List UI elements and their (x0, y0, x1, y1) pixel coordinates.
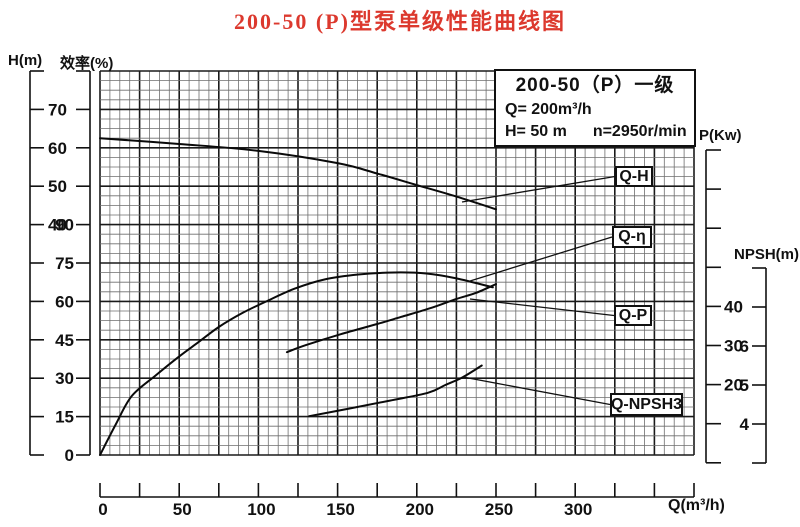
svg-text:90: 90 (55, 216, 74, 235)
page-title: 200-50 (P)型泵单级性能曲线图 (234, 9, 566, 34)
axis-title-power: P(Kw) (699, 127, 742, 144)
pump-rated-head-speed: H= 50 m n=2950r/min (496, 121, 694, 143)
svg-text:40: 40 (48, 216, 67, 235)
svg-text:70: 70 (48, 100, 67, 119)
svg-text:150: 150 (326, 500, 354, 519)
svg-text:200: 200 (406, 500, 434, 519)
svg-text:15: 15 (55, 408, 74, 427)
svg-text:45: 45 (55, 331, 74, 350)
svg-text:0: 0 (65, 446, 74, 465)
svg-text:60: 60 (48, 139, 67, 158)
pump-rated-speed: n=2950r/min (592, 123, 687, 140)
svg-text:250: 250 (485, 500, 513, 519)
svg-text:0: 0 (98, 500, 107, 519)
curve-label-qnpsh3: Q-NPSH3 (610, 393, 683, 416)
svg-text:60: 60 (55, 292, 74, 311)
curve-label-qeta: Q-η (612, 226, 652, 248)
svg-text:50: 50 (173, 500, 192, 519)
axis-title-head: H(m) (8, 52, 43, 69)
pump-spec-box: 200-50（P）一级 Q= 200m³/h H= 50 m n=2950r/mi… (494, 69, 696, 147)
svg-text:300: 300 (564, 500, 592, 519)
svg-text:30: 30 (724, 337, 743, 356)
svg-text:75: 75 (55, 254, 74, 273)
pump-rated-head: H= 50 m (505, 123, 567, 140)
curve-label-qp: Q-P (614, 305, 652, 326)
axis-title-npsh: NPSH(m) (734, 246, 800, 263)
svg-text:40: 40 (724, 297, 743, 316)
svg-text:6: 6 (740, 337, 749, 356)
pump-rated-flow: Q= 200m³/h (505, 101, 592, 118)
svg-text:5: 5 (740, 376, 749, 395)
axis-title-efficiency: 效率(%) (60, 55, 114, 72)
svg-text:100: 100 (247, 500, 275, 519)
svg-text:4: 4 (740, 415, 750, 434)
svg-text:20: 20 (724, 376, 743, 395)
svg-text:30: 30 (55, 369, 74, 388)
curve-label-qh: Q-H (615, 166, 653, 187)
axis-title-flow: Q(m³/h) (668, 497, 725, 514)
pump-model: 200-50（P）一级 (515, 75, 675, 96)
svg-text:50: 50 (48, 177, 67, 196)
